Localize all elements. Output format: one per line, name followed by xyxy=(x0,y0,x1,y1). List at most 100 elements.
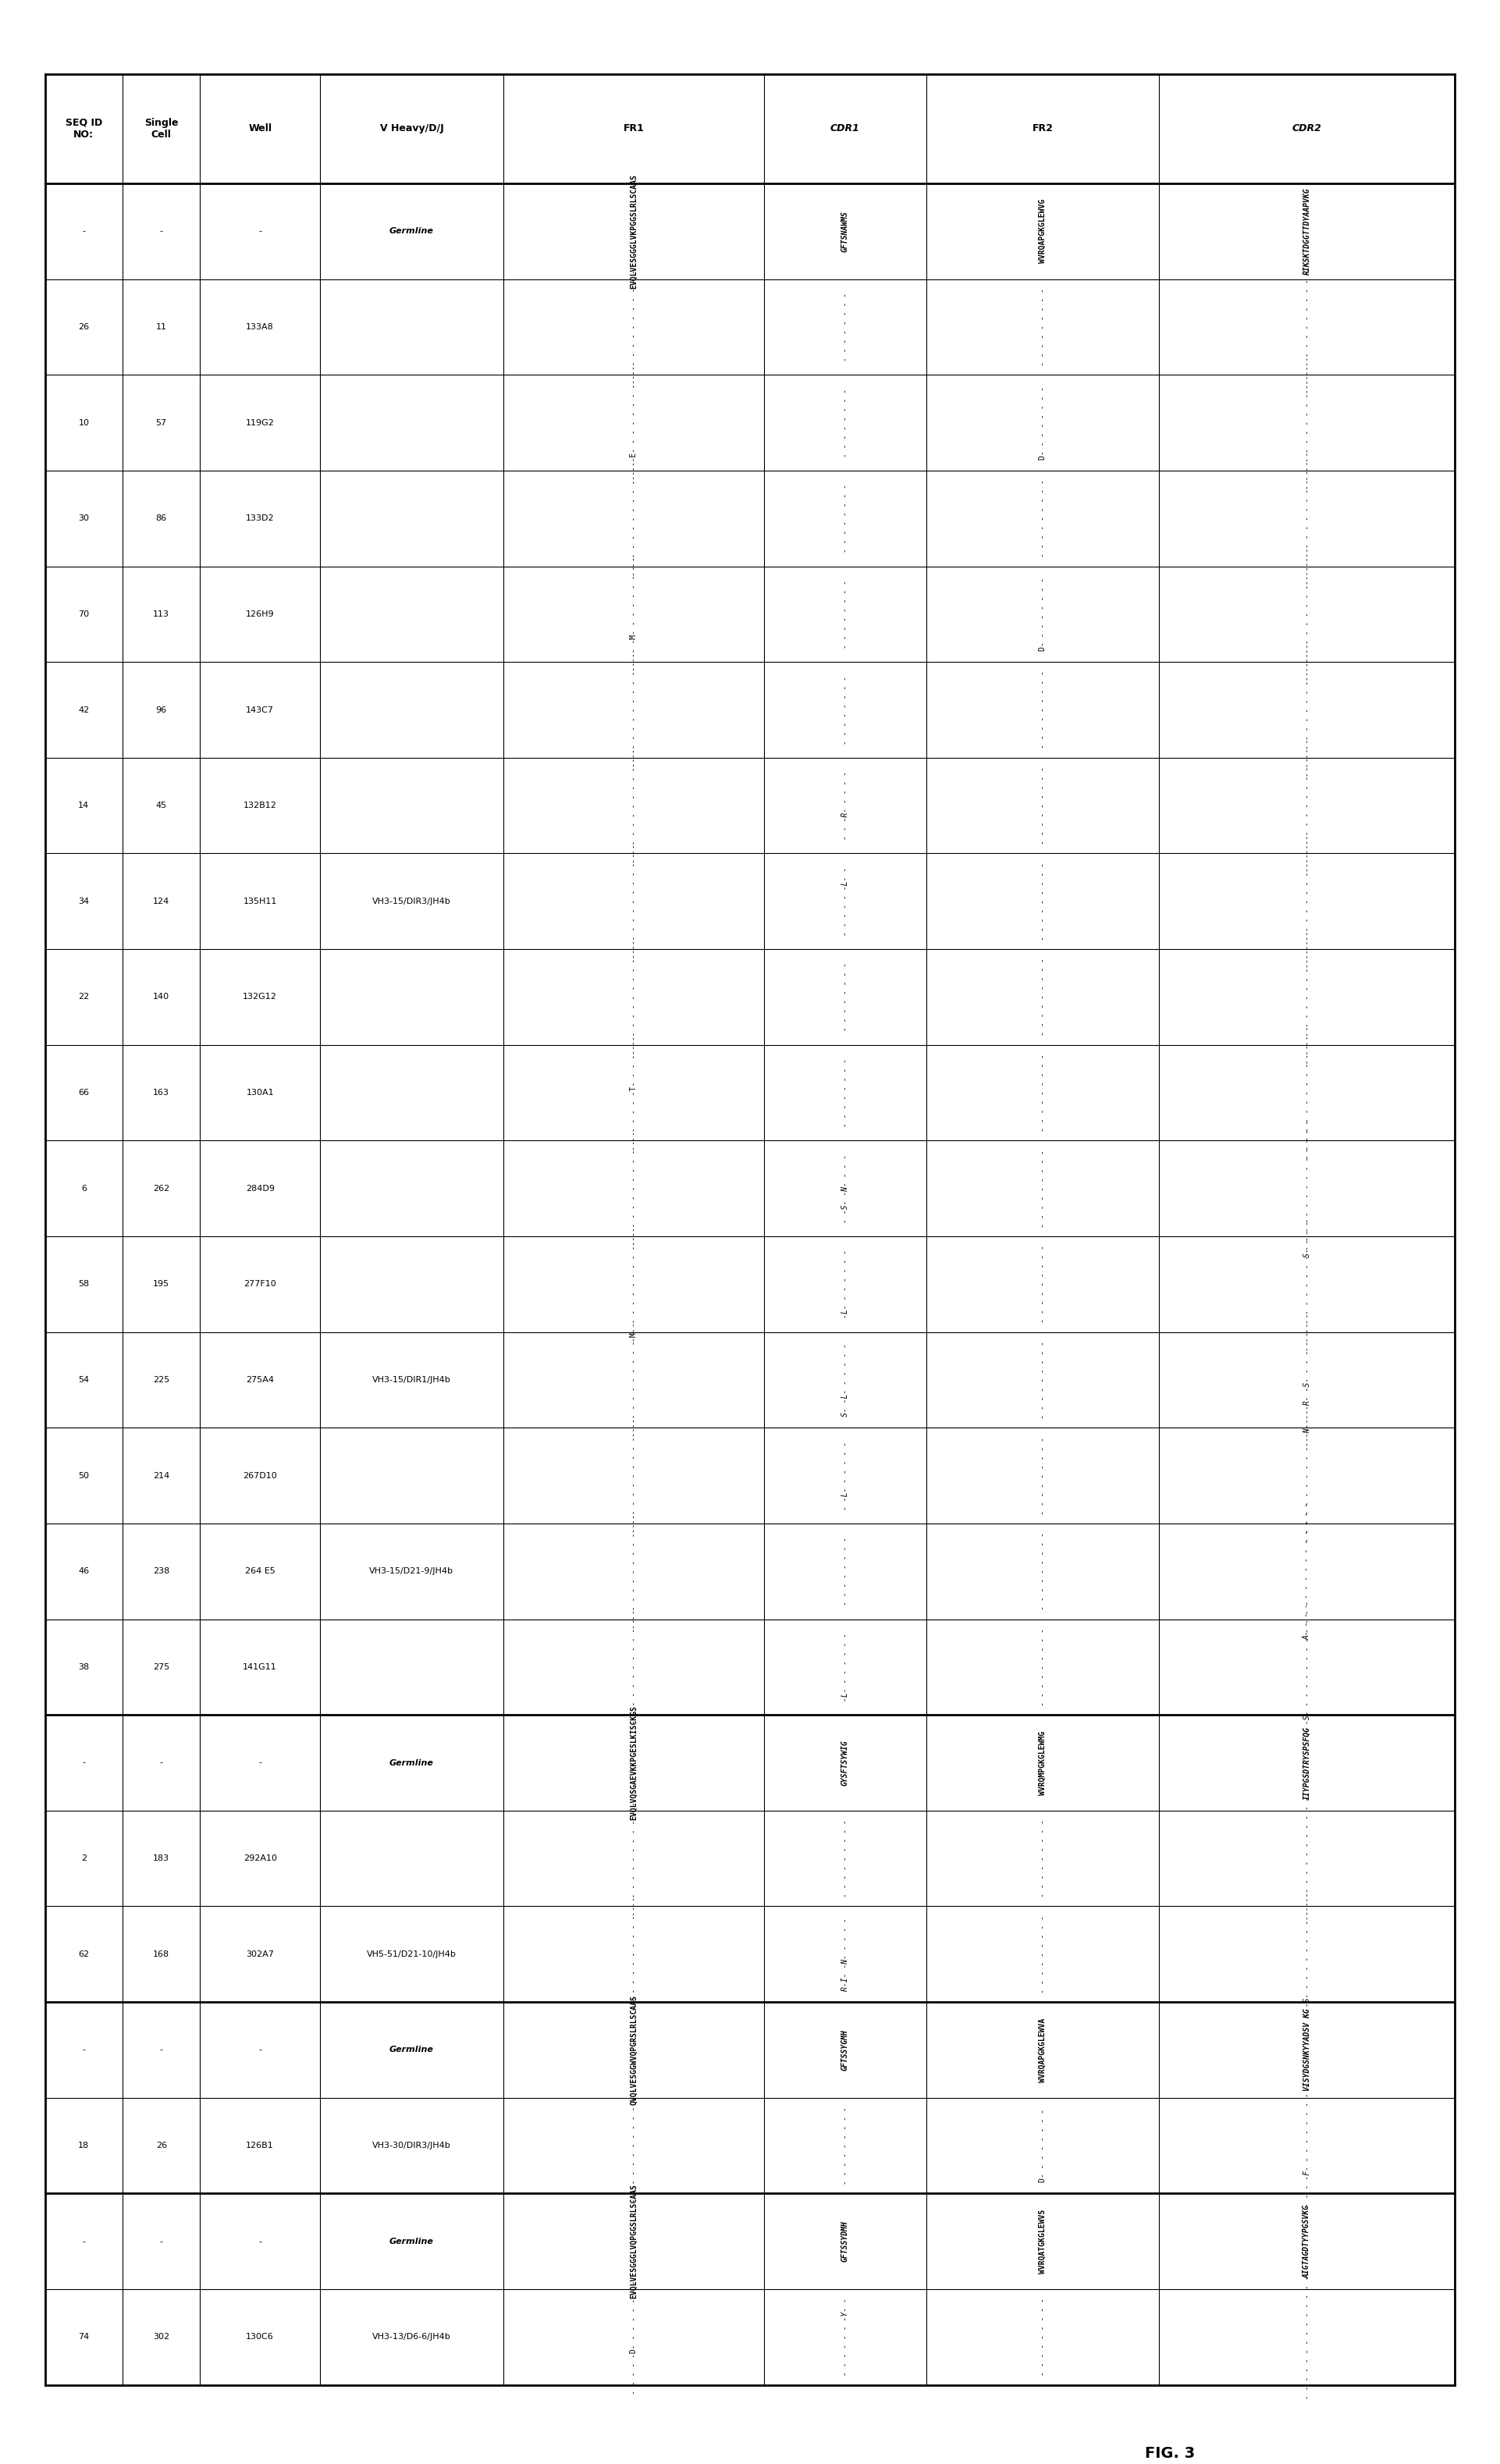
Text: -: - xyxy=(160,2237,164,2245)
Text: - - - - - - - - -: - - - - - - - - - xyxy=(1038,1151,1047,1227)
Text: - - - - - - - - - - - - -: - - - - - - - - - - - - - xyxy=(630,1897,638,2011)
Text: - - - - - - - - - - - - - - -: - - - - - - - - - - - - - - - xyxy=(1304,643,1311,776)
Text: - - - - - - - - - - - - -: - - - - - - - - - - - - - xyxy=(630,1609,638,1725)
Text: FIG. 3: FIG. 3 xyxy=(1145,2447,1196,2462)
Text: - - - - - - - - - - - - - - -: - - - - - - - - - - - - - - - xyxy=(1304,547,1311,680)
Text: VH3-15/DIR3/JH4b: VH3-15/DIR3/JH4b xyxy=(372,897,451,904)
Text: RIKSKTDGGTTDYAAPVKG: RIKSKTDGGTTDYAAPVKG xyxy=(1304,187,1311,276)
Text: Germline: Germline xyxy=(390,1759,434,1767)
Text: 34: 34 xyxy=(78,897,90,904)
Text: - - - - - - - - -: - - - - - - - - - xyxy=(842,1818,849,1897)
Text: - - - - - - - - - - - - - -: - - - - - - - - - - - - - - xyxy=(1304,1796,1311,1919)
Text: - -L- - - - - -: - -L- - - - - - xyxy=(842,1441,849,1510)
Text: Germline: Germline xyxy=(390,227,434,234)
Text: 119G2: 119G2 xyxy=(246,419,274,426)
Text: - -S- - - - - - - - - - - - -: - -S- - - - - - - - - - - - - xyxy=(1304,1602,1311,1735)
Text: - - - - - - - - - - - - - - -: - - - - - - - - - - - - - - - xyxy=(1304,1409,1311,1542)
Text: - - - - - - - - -: - - - - - - - - - xyxy=(1038,862,1047,941)
Text: 130C6: 130C6 xyxy=(246,2333,274,2341)
Text: 30: 30 xyxy=(78,515,88,522)
Text: 132G12: 132G12 xyxy=(243,993,278,1000)
Text: -: - xyxy=(258,2237,261,2245)
Text: - -S- -N- - - -: - -S- -N- - - - xyxy=(842,1153,849,1222)
Text: 284D9: 284D9 xyxy=(246,1185,274,1193)
Text: 275A4: 275A4 xyxy=(246,1375,274,1385)
Text: 42: 42 xyxy=(78,707,90,715)
Text: 130A1: 130A1 xyxy=(246,1089,274,1096)
Text: 267D10: 267D10 xyxy=(243,1471,278,1478)
Text: 66: 66 xyxy=(78,1089,88,1096)
Text: CDR2: CDR2 xyxy=(1292,123,1322,133)
Text: 277F10: 277F10 xyxy=(243,1281,276,1289)
Text: - - - - - - - - -: - - - - - - - - - xyxy=(1038,1629,1047,1705)
Text: 14: 14 xyxy=(78,801,90,811)
Text: VH3-13/D6-6/JH4b: VH3-13/D6-6/JH4b xyxy=(372,2333,451,2341)
Text: GFTSNAWMS: GFTSNAWMS xyxy=(842,209,849,251)
Text: - - - -F- - - - - - - - - -: - - - -F- - - - - - - - - - xyxy=(1304,2085,1311,2208)
Text: 62: 62 xyxy=(78,1951,90,1959)
Text: -: - xyxy=(82,2237,86,2245)
Text: 143C7: 143C7 xyxy=(246,707,274,715)
Text: SEQ ID
NO:: SEQ ID NO: xyxy=(66,118,102,140)
Text: - - - - - - - - -: - - - - - - - - - xyxy=(842,2107,849,2186)
Text: - - - - - - - - - - - - - - -: - - - - - - - - - - - - - - - xyxy=(1304,357,1311,490)
Text: 86: 86 xyxy=(156,515,166,522)
Text: - - - - - - - - - - - - - -: - - - - - - - - - - - - - - xyxy=(1304,2274,1311,2400)
Text: 238: 238 xyxy=(153,1567,170,1574)
Text: - -S- - - - - - - - - - - -: - -S- - - - - - - - - - - - xyxy=(1304,1892,1311,2016)
Text: EVQLVQSGAEVKKPGESLKISCKGS: EVQLVQSGAEVKKPGESLKISCKGS xyxy=(630,1705,638,1821)
Text: - - - - - - - - - - - - - - -: - - - - - - - - - - - - - - - xyxy=(1304,931,1311,1064)
Text: V Heavy/D/J: V Heavy/D/J xyxy=(380,123,444,133)
Text: -: - xyxy=(258,1759,261,1767)
Text: 57: 57 xyxy=(156,419,166,426)
Text: - - - - - - - - -: - - - - - - - - - xyxy=(1038,1915,1047,1993)
Text: -M- - - - - - - - - - - -: -M- - - - - - - - - - - - xyxy=(630,1227,638,1340)
Text: 262: 262 xyxy=(153,1185,170,1193)
Text: 133D2: 133D2 xyxy=(246,515,274,522)
Text: - - - - - - - - - - - - -: - - - - - - - - - - - - - xyxy=(630,939,638,1055)
Text: - - - - - - - - - - - - -: - - - - - - - - - - - - - xyxy=(630,1801,638,1917)
Text: AIGTAGDTYYPGSVKG: AIGTAGDTYYPGSVKG xyxy=(1304,2205,1311,2279)
Text: GYSFTSYWIG: GYSFTSYWIG xyxy=(842,1740,849,1786)
Text: Well: Well xyxy=(249,123,272,133)
Text: -: - xyxy=(82,227,86,234)
Text: 54: 54 xyxy=(78,1375,90,1385)
Text: D- - - - - - - -: D- - - - - - - - xyxy=(1038,577,1047,650)
Text: QVQLVESGGWVQPGRSLRLSCAAS: QVQLVESGGWVQPGRSLRLSCAAS xyxy=(630,1996,638,2104)
Text: 58: 58 xyxy=(78,1281,90,1289)
Text: 141G11: 141G11 xyxy=(243,1663,278,1671)
Text: - - - - - - - - -: - - - - - - - - - xyxy=(1038,958,1047,1035)
Text: 26: 26 xyxy=(156,2141,166,2149)
Text: 46: 46 xyxy=(78,1567,90,1574)
Text: - - - - - - -Y- -: - - - - - - -Y- - xyxy=(842,2299,849,2375)
Text: D- - - - - - - -: D- - - - - - - - xyxy=(1038,387,1047,458)
Text: 22: 22 xyxy=(78,993,90,1000)
Text: 264 E5: 264 E5 xyxy=(244,1567,274,1574)
Text: - - - - - - - -: - - - - - - - - xyxy=(842,1060,849,1126)
Text: - - - - - - - -: - - - - - - - - xyxy=(842,579,849,648)
Text: - - - - - - - - -: - - - - - - - - - xyxy=(1038,1055,1047,1131)
Text: 74: 74 xyxy=(78,2333,90,2341)
Text: VH5-51/D21-10/JH4b: VH5-51/D21-10/JH4b xyxy=(368,1951,456,1959)
Text: - - - - - - - -: - - - - - - - - xyxy=(842,675,849,744)
Text: - - - - - - - - -: - - - - - - - - - xyxy=(1038,2299,1047,2375)
Text: - - - - - - - - -: - - - - - - - - - xyxy=(1038,288,1047,367)
Text: 168: 168 xyxy=(153,1951,170,1959)
Text: - - -R- - - - -: - - -R- - - - - xyxy=(842,771,849,840)
Text: - - - - - - - - -: - - - - - - - - - xyxy=(1038,1244,1047,1323)
Text: - - - - - - - - - - - - -: - - - - - - - - - - - - - xyxy=(630,653,638,766)
Text: 124: 124 xyxy=(153,897,170,904)
Text: D- - - - - - - -: D- - - - - - - - xyxy=(1038,2109,1047,2183)
Text: - - - - - - - - - - - - - - -: - - - - - - - - - - - - - - - xyxy=(1304,451,1311,584)
Text: - - - - -D- - - - - - - -: - - - - -D- - - - - - - - xyxy=(630,2279,638,2395)
Text: -: - xyxy=(258,227,261,234)
Text: 135H11: 135H11 xyxy=(243,897,278,904)
Text: 133A8: 133A8 xyxy=(246,323,274,330)
Text: Germline: Germline xyxy=(390,2237,434,2245)
Text: - - - - - - - -: - - - - - - - - xyxy=(842,963,849,1032)
Text: 113: 113 xyxy=(153,611,170,618)
Text: 225: 225 xyxy=(153,1375,170,1385)
Text: - - - - - - - - -: - - - - - - - - - xyxy=(1038,670,1047,749)
Text: - - - - - - - - - - - - - - -: - - - - - - - - - - - - - - - xyxy=(1304,1217,1311,1350)
Text: Single
Cell: Single Cell xyxy=(144,118,178,140)
